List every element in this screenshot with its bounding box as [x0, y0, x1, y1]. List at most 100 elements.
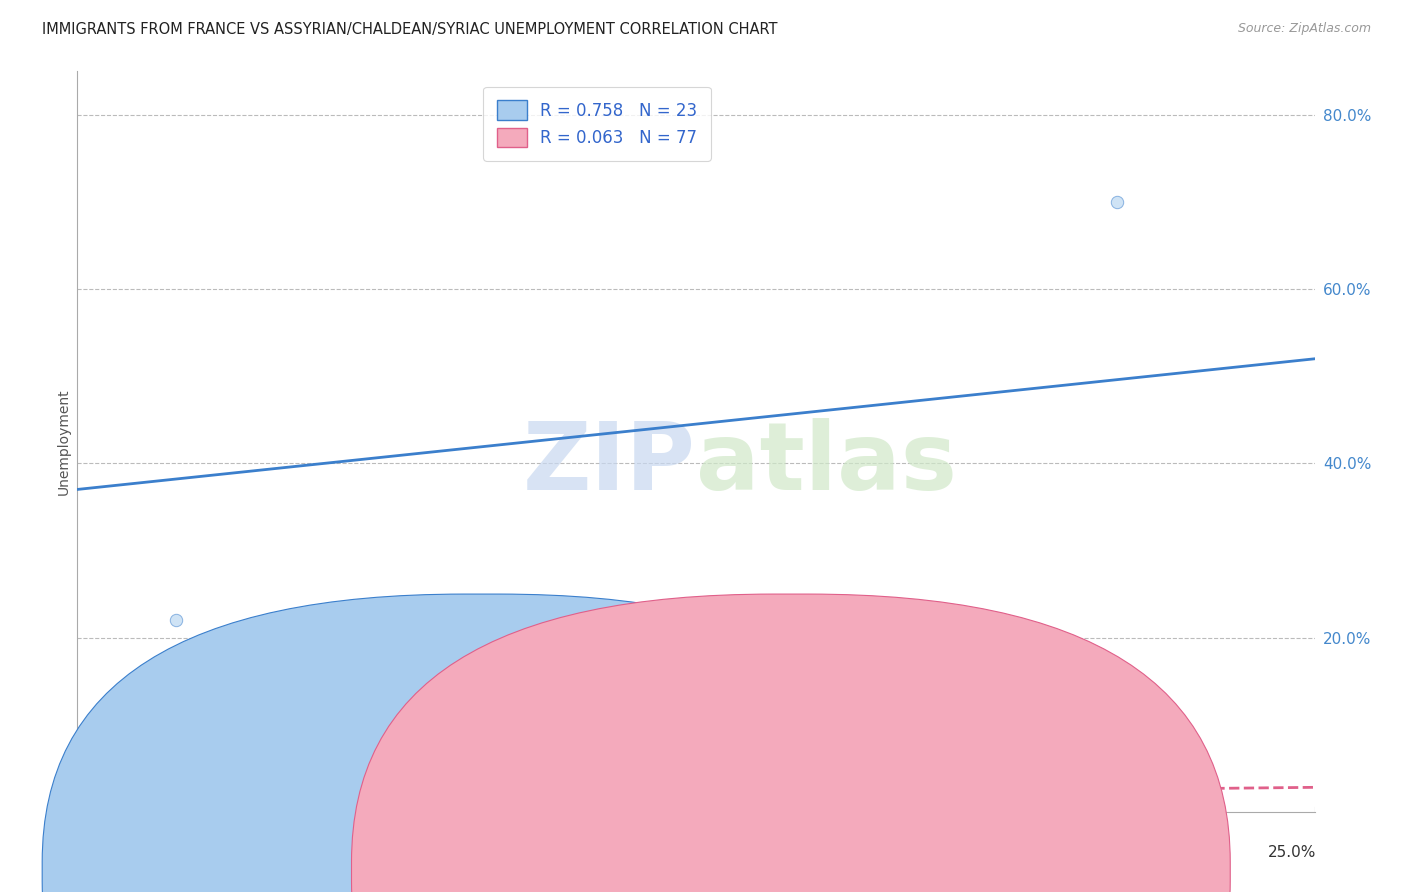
- Point: [155, 800, 177, 814]
- Point: [278, 800, 301, 814]
- Point: [96, 800, 118, 814]
- Point: [264, 800, 287, 814]
- Point: [314, 800, 336, 814]
- Legend: R = 0.758   N = 23, R = 0.063   N = 77: R = 0.758 N = 23, R = 0.063 N = 77: [484, 87, 710, 161]
- Point: [363, 800, 385, 814]
- Point: [125, 800, 148, 814]
- Point: [229, 800, 252, 814]
- Point: [170, 800, 193, 814]
- Point: [932, 800, 955, 814]
- Point: [215, 674, 238, 689]
- Point: [907, 800, 929, 814]
- Point: [82, 800, 104, 814]
- Point: [388, 796, 411, 810]
- Point: [264, 800, 287, 814]
- Point: [759, 800, 782, 814]
- Point: [165, 800, 187, 814]
- Point: [561, 613, 583, 627]
- Point: [190, 800, 212, 814]
- Point: [115, 796, 138, 810]
- Point: [165, 800, 187, 814]
- Point: [141, 800, 163, 814]
- Point: [388, 800, 411, 814]
- Point: [561, 800, 583, 814]
- Point: [105, 800, 128, 814]
- Point: [101, 717, 124, 731]
- Point: [91, 800, 114, 814]
- Point: [91, 787, 114, 801]
- Point: [215, 800, 238, 814]
- Point: [907, 800, 929, 814]
- Point: [215, 800, 238, 814]
- Point: [165, 613, 187, 627]
- Point: [858, 800, 880, 814]
- Point: [174, 800, 197, 814]
- Point: [155, 800, 177, 814]
- Point: [314, 800, 336, 814]
- Point: [314, 800, 336, 814]
- Point: [125, 800, 148, 814]
- Point: [205, 796, 228, 810]
- Text: Immigrants from France: Immigrants from France: [510, 864, 686, 879]
- Point: [710, 800, 733, 814]
- Point: [115, 800, 138, 814]
- Point: [269, 800, 291, 814]
- Point: [463, 800, 485, 814]
- Point: [141, 800, 163, 814]
- Point: [1154, 761, 1177, 775]
- Point: [659, 800, 682, 814]
- Point: [141, 800, 163, 814]
- Point: [239, 800, 262, 814]
- Point: [115, 800, 138, 814]
- Point: [1056, 800, 1078, 814]
- Point: [858, 800, 880, 814]
- Point: [219, 800, 242, 814]
- Point: [1007, 800, 1029, 814]
- Point: [205, 800, 228, 814]
- Point: [184, 800, 207, 814]
- Point: [412, 800, 434, 814]
- Point: [115, 800, 138, 814]
- Point: [239, 796, 262, 810]
- Point: [1105, 194, 1128, 209]
- Y-axis label: Unemployment: Unemployment: [56, 388, 70, 495]
- Point: [512, 691, 534, 706]
- Point: [710, 800, 733, 814]
- Point: [561, 800, 583, 814]
- Point: [131, 800, 153, 814]
- Point: [437, 800, 460, 814]
- Point: [91, 800, 114, 814]
- Point: [145, 800, 167, 814]
- Text: 25.0%: 25.0%: [1267, 845, 1316, 860]
- Point: [610, 800, 633, 814]
- Point: [96, 800, 118, 814]
- Point: [339, 800, 361, 814]
- Point: [86, 735, 108, 749]
- Point: [659, 800, 682, 814]
- Point: [412, 800, 434, 814]
- Point: [150, 800, 173, 814]
- Point: [561, 800, 583, 814]
- Point: [111, 800, 134, 814]
- Point: [131, 800, 153, 814]
- Point: [512, 800, 534, 814]
- Point: [190, 800, 212, 814]
- Point: [314, 800, 336, 814]
- Point: [76, 800, 98, 814]
- Point: [121, 800, 143, 814]
- Point: [145, 800, 167, 814]
- Text: ZIP: ZIP: [523, 417, 696, 509]
- Text: 0.0%: 0.0%: [76, 845, 115, 860]
- Point: [125, 800, 148, 814]
- Point: [586, 800, 609, 814]
- Point: [101, 800, 124, 814]
- Point: [141, 800, 163, 814]
- Point: [486, 800, 509, 814]
- Point: [363, 800, 385, 814]
- Point: [437, 800, 460, 814]
- Point: [190, 800, 212, 814]
- Point: [121, 800, 143, 814]
- Point: [808, 800, 831, 814]
- Text: IMMIGRANTS FROM FRANCE VS ASSYRIAN/CHALDEAN/SYRIAC UNEMPLOYMENT CORRELATION CHAR: IMMIGRANTS FROM FRANCE VS ASSYRIAN/CHALD…: [42, 22, 778, 37]
- Text: atlas: atlas: [696, 417, 957, 509]
